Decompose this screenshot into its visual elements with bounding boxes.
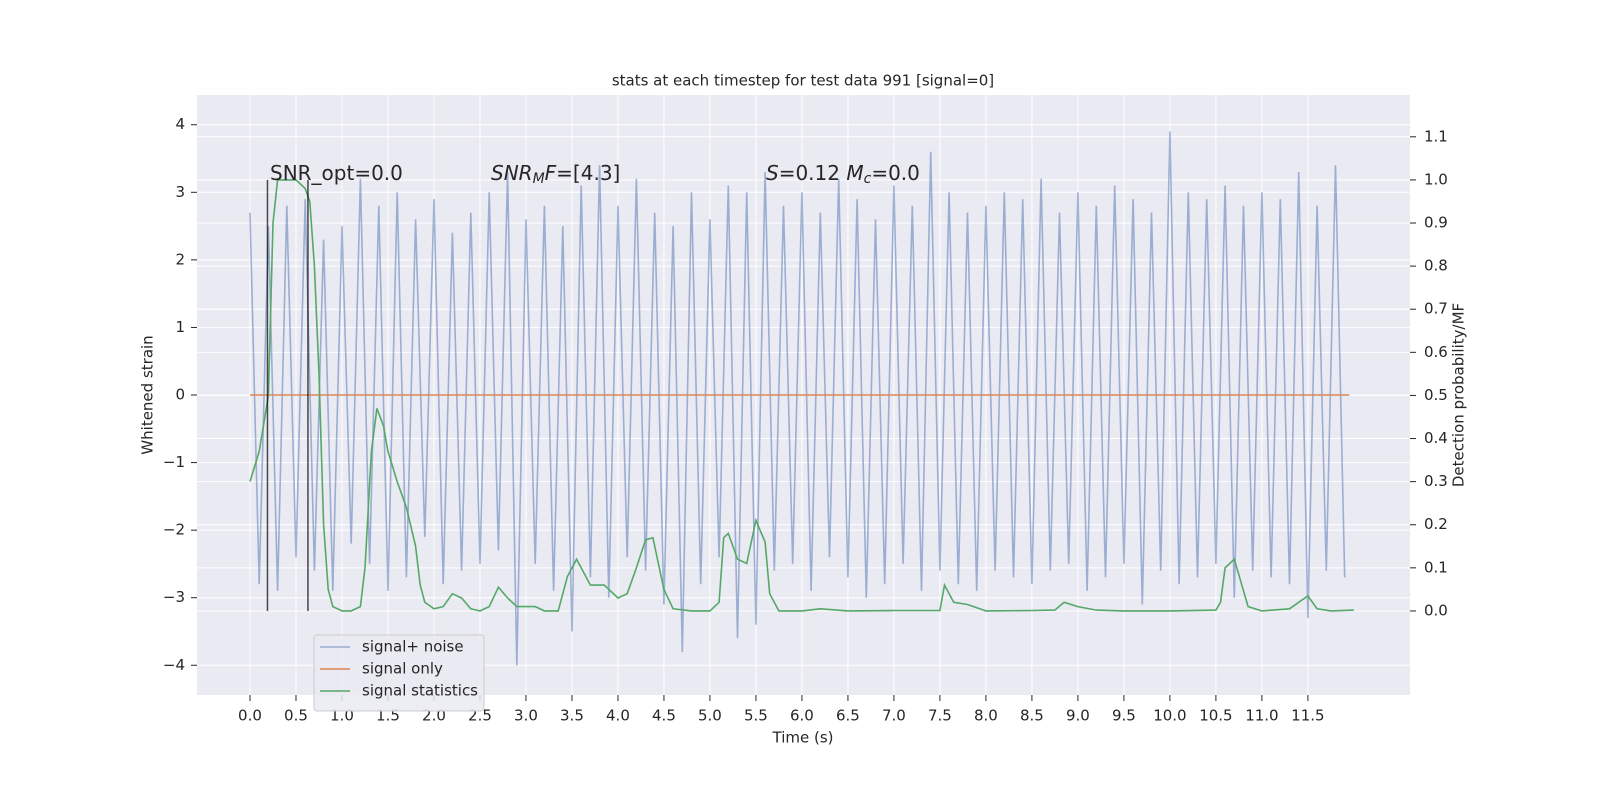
x-tick-label: 9.0	[1066, 707, 1090, 725]
y2-tick-label: 0.3	[1424, 472, 1448, 490]
y2-tick-label: 0.4	[1424, 429, 1448, 447]
x-axis-label: Time (s)	[772, 729, 834, 747]
y-tick-label: 3	[175, 183, 185, 201]
y2-tick-label: 0.9	[1424, 214, 1448, 232]
annotation-part: c	[864, 171, 872, 187]
y-tick-label: −2	[163, 521, 185, 539]
y2-tick-label: 0.8	[1424, 257, 1448, 275]
x-tick-label: 3.0	[514, 707, 538, 725]
y2-tick-label: 1.1	[1424, 127, 1448, 145]
annotation-part: =0.12	[779, 161, 847, 185]
x-tick-label: 5.5	[744, 707, 768, 725]
annotation-part: F	[545, 161, 557, 185]
chart-title: stats at each timestep for test data 991…	[612, 72, 994, 90]
y2-axis-label: Detection probability/MF	[1450, 303, 1468, 487]
y2-tick-label: 0.6	[1424, 343, 1448, 361]
legend-label: signal statistics	[362, 682, 478, 700]
x-tick-label: 8.5	[1020, 707, 1044, 725]
annotation-part: S	[766, 161, 779, 185]
y-tick-label: −3	[163, 588, 185, 606]
x-tick-label: 0.0	[238, 707, 262, 725]
y-axis-label: Whitened strain	[139, 335, 157, 454]
series-line	[249, 179, 1354, 612]
series-line	[249, 131, 1346, 666]
annotation: SNRMF=[4.3]	[491, 161, 620, 188]
x-tick-label: 6.5	[836, 707, 860, 725]
y2-tick-label: 0.2	[1424, 515, 1448, 533]
y2-tick-label: 1.0	[1424, 170, 1448, 188]
x-tick-label: 10.0	[1153, 707, 1186, 725]
y2-tick-label: 0.7	[1424, 300, 1448, 318]
y-tick-label: 0	[175, 386, 185, 404]
legend-label: signal only	[362, 660, 443, 678]
annotation: SNR_opt=0.0	[270, 161, 403, 185]
annotation-part: M	[533, 171, 545, 187]
x-tick-label: 8.0	[974, 707, 998, 725]
annotation-part: =[4.3]	[556, 161, 620, 185]
x-tick-label: 6.0	[790, 707, 814, 725]
y-tick-label: 1	[175, 318, 185, 336]
annotation-part: M	[846, 161, 863, 185]
legend-box	[313, 634, 485, 712]
y-tick-label: −1	[163, 453, 185, 471]
x-tick-label: 4.0	[606, 707, 630, 725]
x-tick-label: 3.5	[560, 707, 584, 725]
y2-tick-label: 0.5	[1424, 386, 1448, 404]
y-tick-label: −4	[163, 656, 185, 674]
x-tick-label: 0.5	[284, 707, 308, 725]
annotation-part: SNR_opt=0.0	[270, 161, 403, 185]
annotation-part: SNR	[491, 161, 533, 185]
x-tick-label: 11.0	[1245, 707, 1278, 725]
y2-tick-label: 0.0	[1424, 601, 1448, 619]
y-tick-label: 2	[175, 250, 185, 268]
x-tick-label: 4.5	[652, 707, 676, 725]
annotation-part: =0.0	[871, 161, 920, 185]
legend-label: signal+ noise	[362, 638, 464, 656]
annotation: S=0.12 Mc=0.0	[766, 161, 920, 188]
y-tick-label: 4	[175, 115, 185, 133]
x-tick-label: 11.5	[1291, 707, 1324, 725]
x-tick-label: 10.5	[1199, 707, 1232, 725]
x-tick-label: 7.0	[882, 707, 906, 725]
x-tick-label: 5.0	[698, 707, 722, 725]
x-tick-label: 7.5	[928, 707, 952, 725]
x-tick-label: 9.5	[1112, 707, 1136, 725]
y2-tick-label: 0.1	[1424, 558, 1448, 576]
